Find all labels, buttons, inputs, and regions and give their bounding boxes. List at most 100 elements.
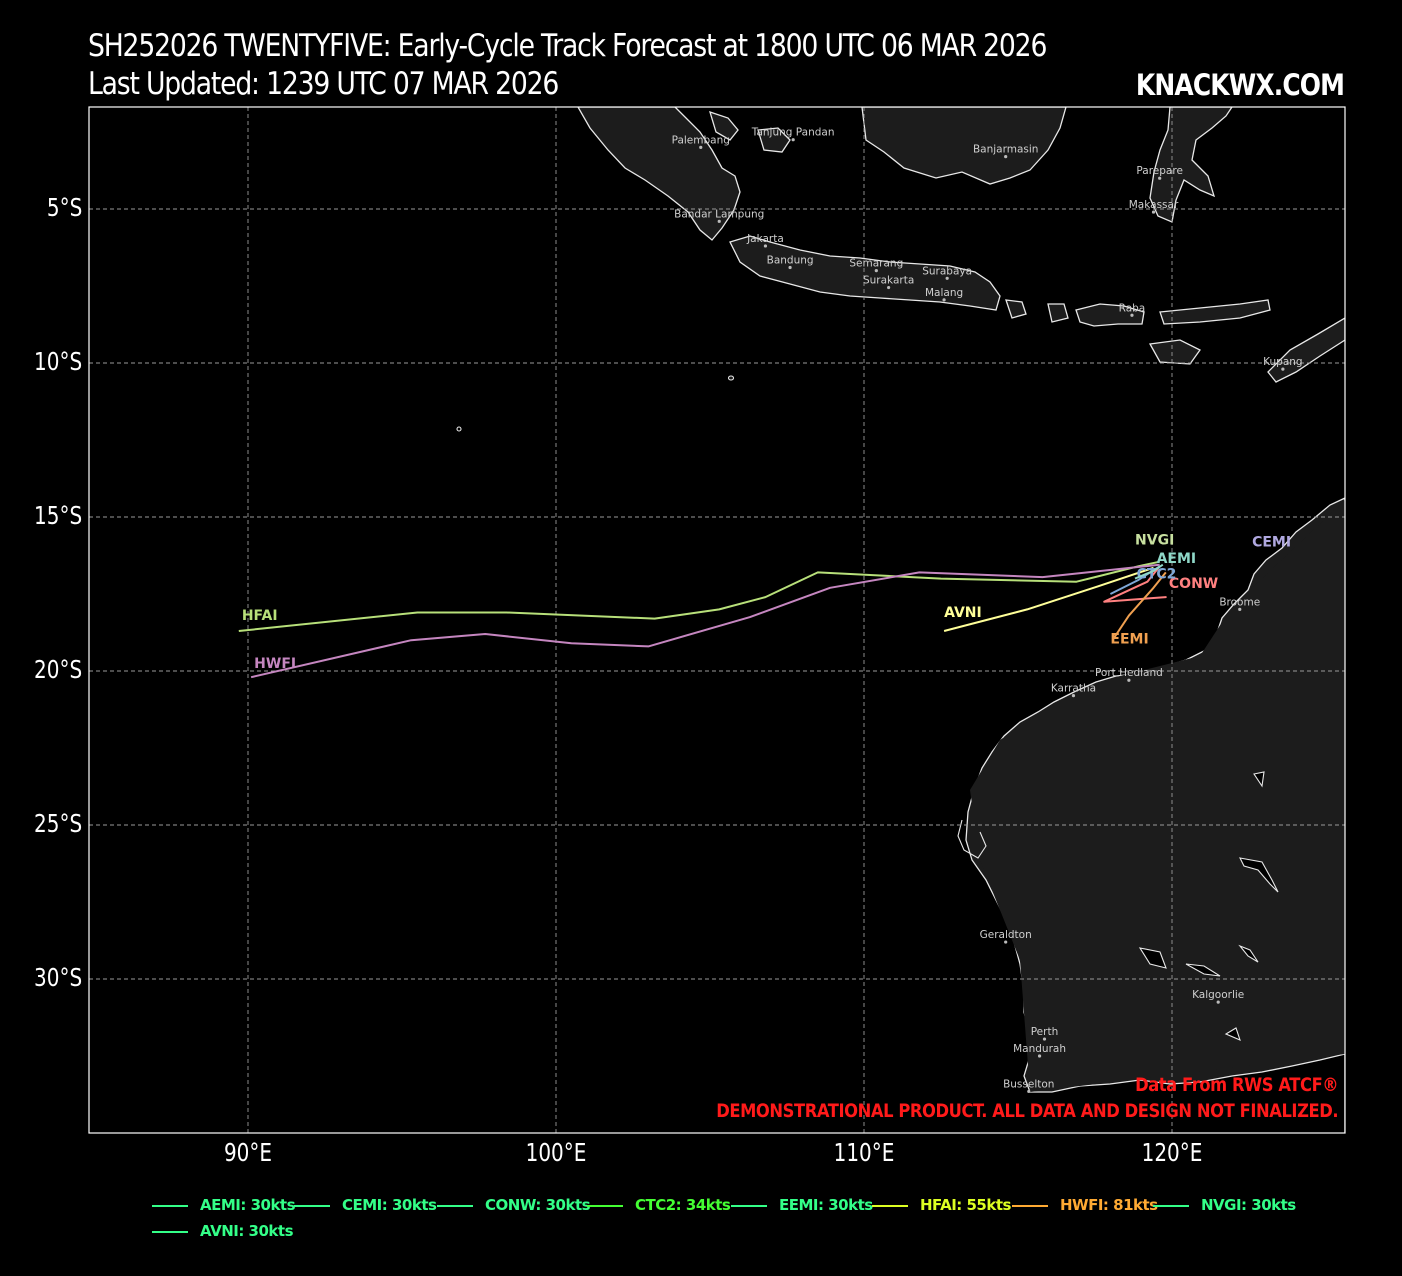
legend-label: CONW: 30kts: [485, 1196, 591, 1214]
legend-item-ctc2: CTC2: 34kts: [587, 1196, 731, 1214]
legend-swatch: [1153, 1204, 1189, 1207]
city-label: Tanjung Pandan: [751, 127, 835, 139]
legend-swatch: [872, 1204, 908, 1207]
track-line-conw: [1103, 565, 1167, 603]
lake-1: [1239, 857, 1279, 893]
track-line-hfai: [238, 560, 1160, 632]
city-labels: Palembang Tanjung Pandan Banjarmasin Parepa…: [672, 127, 1303, 1094]
land-sumba: [1148, 339, 1201, 365]
legend-label: NVGI: 30kts: [1201, 1196, 1296, 1214]
legend-label: EEMI: 30kts: [779, 1196, 873, 1214]
legend-item-cemi: CEMI: 30kts: [294, 1196, 437, 1214]
city-label: Geraldton: [980, 929, 1032, 941]
city-label: Malang: [925, 287, 963, 299]
track-label-hwfi: HWFI: [254, 656, 296, 672]
legend-label: HWFI: 81kts: [1060, 1196, 1158, 1214]
city-marker: [1004, 155, 1008, 159]
lon-label-100e: 100°E: [525, 1138, 587, 1167]
city-label: Karratha: [1051, 683, 1096, 695]
lat-label-10s: 10°S: [33, 347, 82, 376]
city-marker: [942, 298, 946, 302]
city-marker: [1004, 940, 1008, 944]
city-label: Port Hedland: [1095, 667, 1163, 679]
legend-swatch: [1012, 1204, 1048, 1207]
city-label: Makassar: [1129, 199, 1179, 211]
city-label: Raba: [1119, 302, 1146, 314]
city-marker: [1127, 678, 1131, 682]
legend-label: CTC2: 34kts: [635, 1196, 731, 1214]
track-label-aemi: AEMI: [1157, 551, 1197, 567]
city-label: Surakarta: [863, 275, 914, 287]
legend-item-aemi: AEMI: 30kts: [152, 1196, 296, 1214]
city-label: Bandar Lampung: [674, 208, 764, 220]
legend-label: AVNI: 30kts: [200, 1222, 294, 1240]
lat-label-20s: 20°S: [33, 655, 82, 684]
legend-swatch: [152, 1230, 188, 1233]
city-label: Semarang: [849, 258, 903, 270]
lat-label-30s: 30°S: [33, 963, 82, 992]
track-label-avni: AVNI: [944, 605, 982, 621]
city-marker: [874, 269, 878, 273]
city-marker: [1238, 607, 1242, 612]
city-label: Kupang: [1263, 356, 1302, 368]
legend-item-avni: AVNI: 30kts: [152, 1222, 294, 1240]
city-label: Busselton: [1003, 1078, 1054, 1090]
city-label: Jakarta: [746, 233, 784, 245]
lake-6: [1253, 771, 1265, 788]
track-line-hwfi: [250, 563, 1160, 679]
legend-item-hfai: HFAI: 55kts: [872, 1196, 1011, 1214]
land-belitung: [757, 127, 791, 153]
land-bali: [1005, 299, 1027, 319]
landmasses: [456, 107, 1345, 1133]
city-marker: [1151, 210, 1156, 214]
land-timor: [1267, 317, 1345, 383]
legend-item-conw: CONW: 30kts: [437, 1196, 591, 1214]
track-line-avni: [943, 566, 1154, 632]
lon-label-120e: 120°E: [1141, 1138, 1203, 1167]
legend-swatch: [152, 1204, 188, 1207]
track-label-conw: CONW: [1169, 576, 1218, 592]
lat-label-15s: 15°S: [33, 501, 82, 530]
legend-swatch: [294, 1204, 330, 1207]
land-sumatra: [577, 107, 741, 241]
disclaimer-note: DEMONSTRATIONAL PRODUCT. ALL DATA AND DE…: [716, 1100, 1338, 1122]
land-sulawesi: [1149, 107, 1233, 223]
city-label: Mandurah: [1013, 1043, 1066, 1055]
lake-4: [1238, 944, 1259, 963]
lon-label-110e: 110°E: [833, 1138, 895, 1167]
city-marker: [1130, 313, 1134, 317]
track-label-ctc2: CTC2: [1137, 567, 1177, 583]
city-label: Kalgoorlie: [1192, 989, 1244, 1001]
legend-item-hwfi: HWFI: 81kts: [1012, 1196, 1158, 1214]
legend-label: CEMI: 30kts: [342, 1196, 437, 1214]
land-java: [729, 235, 1001, 311]
city-label: Surabaya: [922, 265, 972, 277]
last-updated: Last Updated: 1239 UTC 07 MAR 2026: [88, 66, 559, 102]
legend-item-nvgi: NVGI: 30kts: [1153, 1196, 1296, 1214]
lon-label-90e: 90°E: [223, 1138, 273, 1167]
legend-swatch: [731, 1204, 767, 1207]
lake-5: [1224, 1027, 1241, 1041]
brand-logo-text: KNACKWX.COM: [1135, 68, 1345, 102]
city-marker: [1071, 694, 1076, 698]
city-marker: [791, 138, 795, 142]
track-label-eemi: EEMI: [1110, 631, 1148, 647]
city-label: Broome: [1219, 596, 1260, 608]
city-marker: [1037, 1054, 1042, 1058]
city-marker: [945, 276, 949, 280]
lake-2: [1138, 947, 1167, 969]
city-marker: [1042, 1037, 1047, 1041]
city-marker: [699, 145, 703, 149]
city-marker: [763, 244, 768, 248]
land-cocos-islands: [456, 426, 462, 432]
land-shark-bay: [957, 819, 987, 859]
lake-3: [1185, 963, 1221, 977]
graticule: [89, 107, 1345, 1133]
city-marker: [717, 219, 721, 223]
track-line-eemi: [1112, 571, 1167, 640]
legend-label: HFAI: 55kts: [920, 1196, 1011, 1214]
map-frame: [88, 106, 1346, 1134]
land-flores: [1159, 299, 1271, 325]
